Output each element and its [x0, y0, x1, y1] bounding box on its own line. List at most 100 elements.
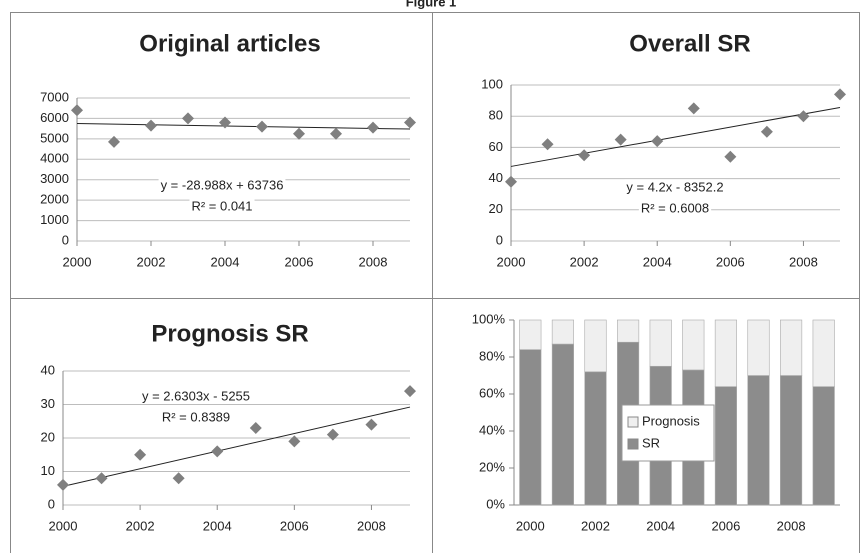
point	[365, 418, 378, 431]
point	[578, 149, 591, 162]
point	[211, 445, 224, 458]
point	[219, 116, 231, 129]
point	[760, 125, 773, 138]
bar-segment	[714, 386, 737, 506]
x-tick-label: 2000	[49, 518, 78, 533]
y-tick-label: 10	[41, 463, 55, 478]
point	[834, 88, 846, 101]
point	[330, 127, 342, 140]
bar-segment	[617, 319, 640, 343]
y-tick-label: 0	[496, 232, 503, 247]
trend-equation: R² = 0.6008	[641, 200, 709, 215]
chart-title: Original articles	[139, 30, 320, 57]
y-tick-label: 60%	[479, 385, 505, 400]
chart-title: Overall SR	[629, 30, 750, 57]
x-tick-label: 2000	[516, 518, 545, 533]
label-bg	[159, 409, 233, 425]
point	[541, 138, 554, 151]
bar-segment	[812, 386, 835, 506]
trend-equation: y = -28.988x + 63736	[161, 177, 284, 192]
y-tick-label: 5000	[40, 130, 69, 145]
bar-segment	[812, 319, 835, 387]
label-bg	[624, 179, 726, 195]
y-tick-label: 0	[48, 496, 55, 511]
point	[505, 175, 517, 188]
y-tick-label: 4000	[40, 151, 69, 166]
label-bg	[638, 200, 712, 216]
y-tick-label: 0%	[486, 496, 505, 511]
y-tick-label: 0	[62, 232, 69, 247]
x-tick-label: 2000	[497, 254, 526, 269]
bar-segment	[747, 375, 770, 506]
point	[172, 472, 185, 485]
y-tick-label: 6000	[40, 110, 69, 125]
x-tick-label: 2004	[203, 518, 232, 533]
y-tick-label: 40	[489, 170, 503, 185]
point	[249, 421, 262, 434]
bar-segment	[519, 349, 542, 506]
point	[797, 110, 810, 123]
point	[614, 133, 627, 146]
point	[145, 119, 157, 132]
panel	[432, 298, 860, 553]
x-tick-label: 2000	[63, 254, 92, 269]
point	[182, 112, 194, 125]
bar-segment	[649, 319, 672, 367]
legend-swatch	[627, 438, 639, 450]
trend-equation: y = 4.2x - 8352.2	[626, 179, 723, 194]
legend-label: SR	[642, 435, 660, 450]
y-tick-label: 100%	[472, 311, 506, 326]
point	[134, 448, 147, 461]
legend-box	[621, 404, 715, 462]
x-tick-label: 2008	[359, 254, 388, 269]
bar-segment	[551, 343, 574, 506]
point	[367, 121, 379, 134]
trend-equation: R² = 0.8389	[162, 409, 230, 424]
point	[108, 135, 120, 148]
point	[651, 135, 664, 148]
y-tick-label: 100	[481, 76, 503, 91]
label-bg	[158, 177, 286, 193]
point	[687, 102, 700, 115]
point	[288, 435, 301, 448]
bar-segment	[584, 371, 607, 506]
label-bg	[139, 388, 253, 404]
x-tick-label: 2006	[716, 254, 745, 269]
y-tick-label: 60	[489, 139, 503, 154]
x-tick-label: 2008	[789, 254, 818, 269]
x-tick-label: 2002	[126, 518, 155, 533]
y-tick-label: 80	[489, 108, 503, 123]
point	[404, 385, 416, 398]
y-tick-label: 80%	[479, 348, 505, 363]
point	[293, 127, 305, 140]
point	[71, 104, 83, 117]
y-tick-label: 20%	[479, 459, 505, 474]
x-tick-label: 2008	[357, 518, 386, 533]
trendline	[510, 106, 841, 167]
point	[326, 428, 339, 441]
y-tick-label: 2000	[40, 192, 69, 207]
x-tick-label: 2004	[211, 254, 240, 269]
x-tick-label: 2002	[570, 254, 599, 269]
trendline	[76, 123, 411, 130]
legend-label: Prognosis	[642, 413, 700, 428]
chart-title: Prognosis SR	[151, 320, 308, 347]
caption: Figure 1	[406, 0, 457, 9]
trend-equation: y = 2.6303x - 5255	[142, 388, 250, 403]
bar-segment	[780, 375, 803, 506]
y-tick-label: 1000	[40, 212, 69, 227]
trend-equation: R² = 0.041	[191, 198, 252, 213]
x-tick-label: 2006	[711, 518, 740, 533]
x-tick-label: 2006	[280, 518, 309, 533]
x-tick-label: 2002	[137, 254, 166, 269]
legend-swatch	[627, 416, 639, 428]
bar-segment	[682, 319, 705, 371]
y-tick-label: 20	[489, 201, 503, 216]
bar-segment	[519, 319, 542, 350]
y-tick-label: 3000	[40, 171, 69, 186]
y-tick-label: 40%	[479, 422, 505, 437]
x-tick-label: 2002	[581, 518, 610, 533]
point	[724, 150, 737, 163]
x-tick-label: 2004	[646, 518, 675, 533]
